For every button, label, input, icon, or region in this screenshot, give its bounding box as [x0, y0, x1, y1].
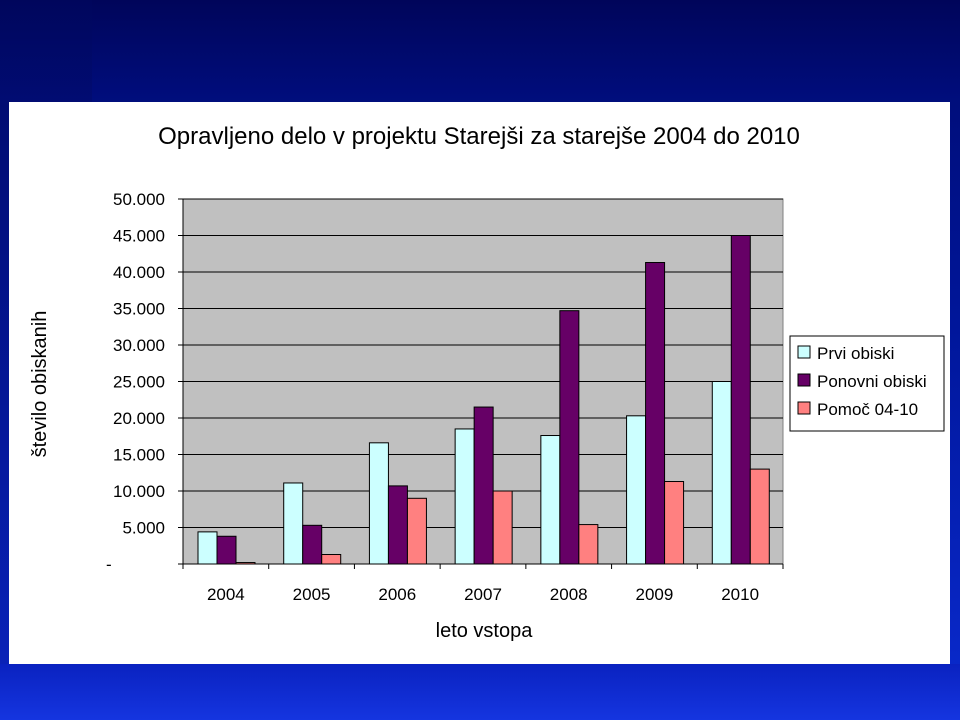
- bar-pomo-04-10: [749, 468, 770, 565]
- bar-prvi-obiski: [368, 442, 389, 565]
- chart-title: Opravljeno delo v projektu Starejši za s…: [158, 123, 800, 150]
- y-tick-label: 15.000: [113, 446, 165, 465]
- y-tick-label: 50.000: [113, 190, 165, 209]
- x-tick-label: 2005: [293, 585, 331, 604]
- legend: Prvi obiski Ponovni obiski Pomoč 04-10: [789, 335, 945, 432]
- bar-prvi-obiski: [540, 435, 561, 565]
- y-tick-label: 30.000: [113, 336, 165, 355]
- bar-prvi-obiski: [283, 482, 304, 565]
- bar-pomo-04-10: [664, 481, 685, 565]
- legend-swatch: [797, 345, 811, 359]
- legend-box: [789, 335, 945, 432]
- bars: [197, 235, 770, 565]
- x-tick-label: 2009: [636, 585, 674, 604]
- x-tick-label: 2006: [378, 585, 416, 604]
- y-tick-label: 20.000: [113, 409, 165, 428]
- bar-ponovni-obiski: [302, 524, 323, 565]
- bar-ponovni-obiski: [730, 235, 751, 565]
- legend-swatch: [797, 401, 811, 415]
- y-tick-label: 10.000: [113, 482, 165, 501]
- bar-prvi-obiski: [626, 415, 647, 565]
- slide-top-band: [0, 0, 960, 98]
- y-tick-label: -: [106, 555, 112, 574]
- x-tick-label: 2008: [550, 585, 588, 604]
- bar-ponovni-obiski: [387, 485, 408, 565]
- bar-prvi-obiski: [711, 381, 732, 565]
- bar-ponovni-obiski: [216, 535, 237, 565]
- chart-panel: Opravljeno delo v projektu Starejši za s…: [9, 102, 950, 664]
- x-tick-label: 2004: [207, 585, 245, 604]
- bar-prvi-obiski: [454, 428, 475, 565]
- bar-pomo-04-10: [321, 554, 342, 565]
- y-axis-label: število obiskanih: [29, 311, 51, 458]
- legend-label: Pomoč 04-10: [817, 400, 918, 419]
- bar-ponovni-obiski: [645, 262, 666, 565]
- bar-pomo-04-10: [406, 497, 427, 565]
- slide-bottom-band: [0, 664, 960, 720]
- y-tick-label: 35.000: [113, 300, 165, 319]
- bar-ponovni-obiski: [473, 406, 494, 565]
- x-axis: 2004 2005 2006 2007 2008 2009 2010: [182, 563, 784, 604]
- bar-chart: Opravljeno delo v projektu Starejši za s…: [29, 123, 945, 642]
- y-tick-label: 45.000: [113, 227, 165, 246]
- legend-label: Ponovni obiski: [817, 372, 927, 391]
- bar-ponovni-obiski: [559, 310, 580, 565]
- bar-pomo-04-10: [492, 490, 513, 565]
- legend-swatch: [797, 373, 811, 387]
- x-axis-label: leto vstopa: [436, 620, 534, 642]
- x-tick-label: 2010: [721, 585, 759, 604]
- bar-prvi-obiski: [197, 531, 218, 565]
- x-tick-label: 2007: [464, 585, 502, 604]
- y-tick-label: 40.000: [113, 263, 165, 282]
- bar-pomo-04-10: [578, 524, 599, 565]
- y-axis: -5.000 10.000 15.000 20.000 25.000 30.000 35.0…: [106, 190, 184, 574]
- bar-pomo-04-10: [235, 562, 256, 565]
- legend-label: Prvi obiski: [817, 344, 894, 363]
- y-tick-label: 5.000: [122, 519, 165, 538]
- y-tick-label: 25.000: [113, 373, 165, 392]
